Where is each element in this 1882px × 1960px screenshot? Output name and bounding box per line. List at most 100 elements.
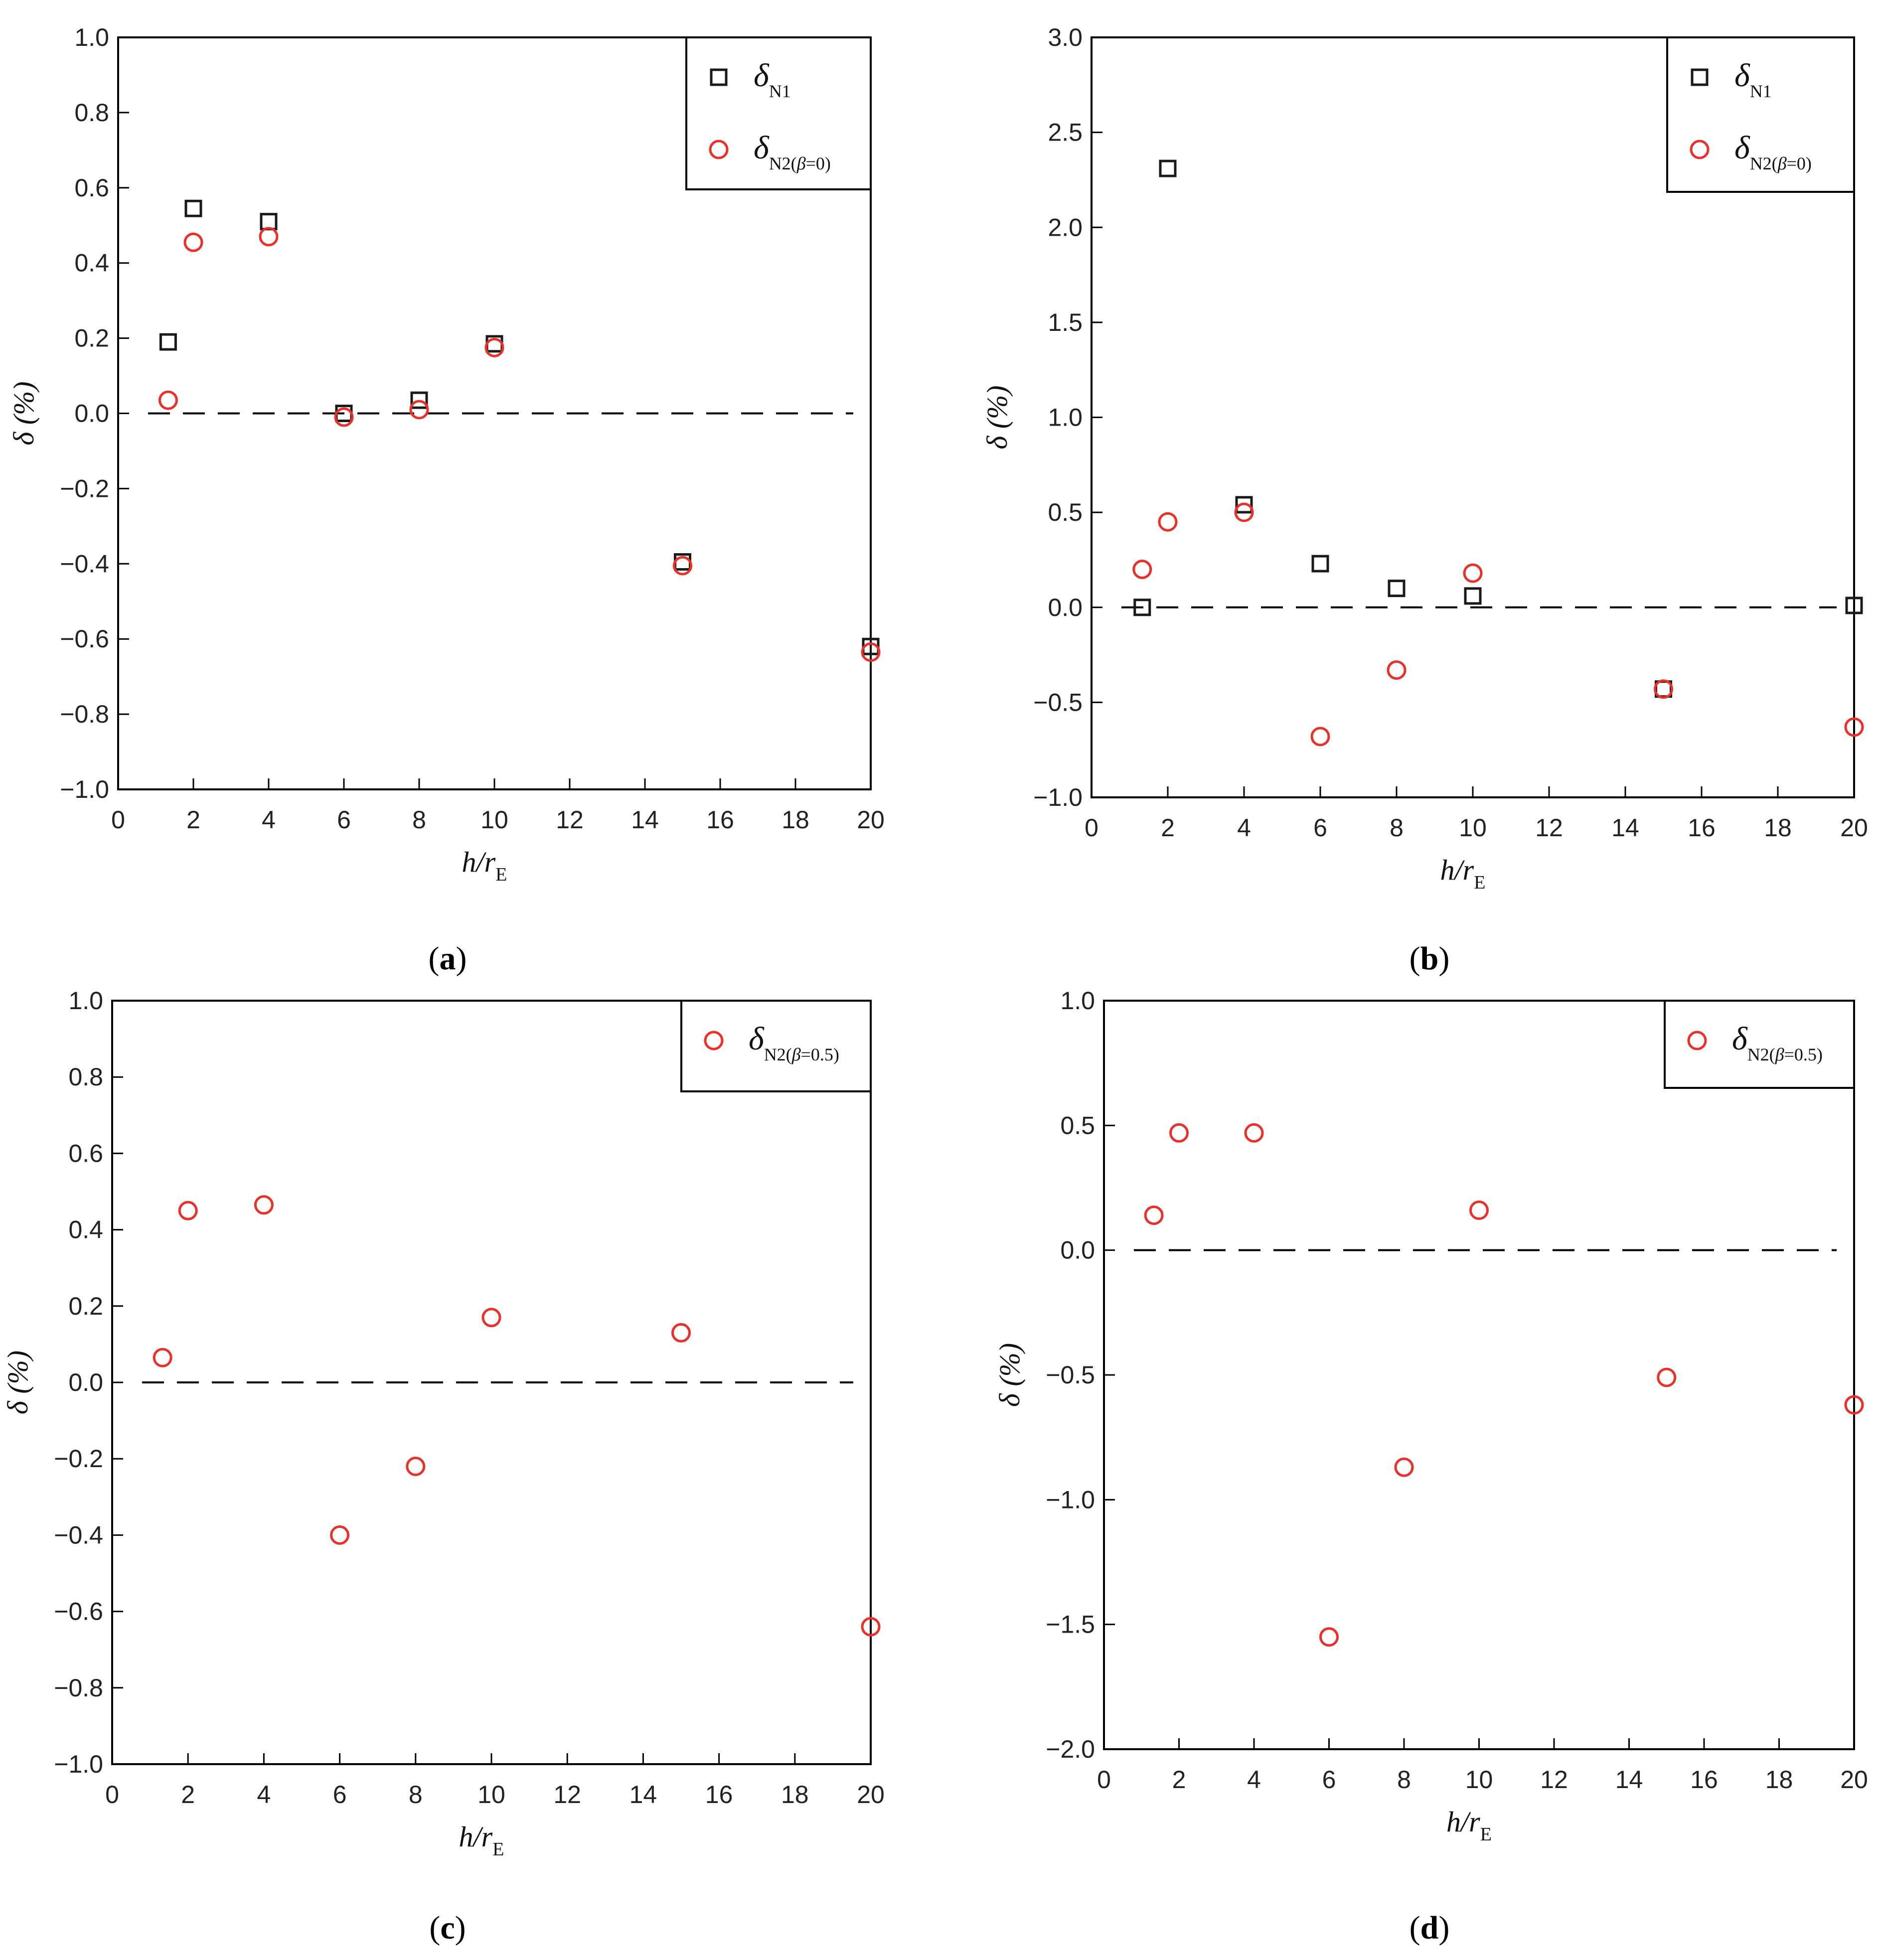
data-point-circle: [1654, 679, 1673, 699]
x-axis-title-main: h/r: [1440, 854, 1474, 886]
data-point-circle: [1394, 1457, 1414, 1477]
caption-open: (: [1410, 940, 1420, 977]
y-tick-label: −0.2: [54, 1445, 103, 1473]
x-tick-label: 16: [1690, 1766, 1718, 1794]
x-axis-title: h/rE: [1440, 854, 1486, 893]
legend-label: δN2(β=0): [754, 130, 831, 173]
legend: δN2(β=0.5): [680, 1000, 872, 1092]
x-axis-title-sub: E: [1474, 872, 1485, 893]
caption-letter: d: [1420, 1910, 1439, 1946]
legend-label-sub-end: =0.5): [801, 1045, 839, 1064]
y-tick-label: −0.5: [1046, 1361, 1095, 1389]
data-point-square: [1159, 159, 1177, 177]
panel-b: 0 2 4 6 8 10 12 14 16 18 20 −1.0 −0.5 0.0 0.5 1.0 1.5 2.0…: [981, 23, 1868, 977]
legend-label-sub: N2(: [764, 1045, 792, 1064]
x-tick-label: 10: [1459, 814, 1487, 842]
y-tick-label: 3.0: [1048, 23, 1083, 51]
y-tick-label: 0.4: [74, 249, 109, 277]
y-tick-label: −0.4: [60, 550, 109, 578]
y-axis-title: δ (%): [1, 1351, 34, 1414]
legend-label-sub-greek: β: [796, 153, 806, 173]
data-point-circle: [183, 232, 203, 252]
data-point-circle: [671, 1323, 691, 1343]
y-tick-label: 0.4: [68, 1216, 103, 1244]
x-tick-label: 14: [1611, 814, 1639, 842]
x-tick-label: 16: [706, 806, 734, 834]
legend-marker-square: [1691, 68, 1709, 86]
caption-open: (: [1410, 1910, 1420, 1946]
data-point-circle: [484, 337, 504, 357]
y-tick-label: −1.0: [54, 1750, 103, 1778]
data-point-circle: [254, 1195, 274, 1215]
legend-box: [680, 1000, 872, 1092]
y-axis-title: δ (%): [993, 1343, 1026, 1407]
legend-label-sub: N2(: [769, 153, 797, 173]
legend-label-sub-end: =0): [806, 153, 831, 173]
x-axis-title: h/rE: [462, 846, 507, 885]
data-point-circle: [153, 1348, 172, 1367]
x-tick-label: 4: [1247, 1766, 1261, 1794]
legend-box: [1664, 1000, 1855, 1089]
x-tick-label: 0: [111, 806, 125, 834]
legend-label: δN1: [754, 57, 791, 101]
caption-close: ): [1438, 1910, 1449, 1946]
y-tick-label: 0.5: [1048, 498, 1083, 526]
legend-label-main: δ: [1734, 57, 1750, 94]
caption-letter: a: [440, 940, 456, 977]
data-point-circle: [1169, 1123, 1189, 1143]
data-point-square: [1133, 599, 1151, 616]
data-point-circle: [259, 227, 279, 247]
x-axis-title: h/rE: [1446, 1806, 1492, 1845]
legend-label: δN2(β=0.5): [1732, 1021, 1823, 1064]
x-tick-label: 18: [1764, 814, 1792, 842]
legend-label: δN2(β=0.5): [749, 1021, 839, 1064]
x-axis-title-main: h/r: [459, 1820, 493, 1853]
panel-d: 0 2 4 6 8 10 12 14 16 18 20 −2.0 −1.5 −1.0 −0.5 0.0 0.5 1…: [993, 987, 1868, 1946]
x-tick-label: 2: [1161, 814, 1175, 842]
y-tick-label: −1.0: [1033, 783, 1083, 811]
y-tick-label: 0.6: [68, 1139, 103, 1167]
y-tick-label: −0.8: [54, 1674, 103, 1702]
y-tick-label: −2.0: [1046, 1735, 1095, 1763]
x-tick-label: 20: [857, 806, 885, 834]
legend-label-main: δ: [1732, 1021, 1748, 1057]
y-tick-label: 0.8: [74, 99, 109, 127]
y-tick-label: 2.0: [1048, 213, 1083, 241]
x-axis-title: h/rE: [459, 1820, 504, 1860]
data-point-circle: [1234, 502, 1254, 522]
data-point-square: [260, 213, 278, 231]
data-point-circle: [158, 390, 178, 410]
data-point-circle: [1387, 660, 1407, 680]
x-tick-label: 2: [186, 806, 200, 834]
x-tick-label: 4: [1237, 814, 1251, 842]
x-tick-label: 20: [1840, 814, 1868, 842]
data-point-square: [1235, 496, 1253, 514]
data-point-circle: [178, 1201, 198, 1220]
caption-letter: c: [440, 1910, 455, 1946]
legend-marker-circle: [1690, 140, 1710, 159]
caption-close: ): [1438, 940, 1449, 977]
legend-label-sub-end: =0): [1787, 153, 1812, 173]
x-tick-label: 14: [629, 1781, 657, 1809]
data-point-circle: [334, 407, 354, 427]
caption-letter: b: [1420, 940, 1439, 977]
x-tick-label: 12: [553, 1781, 581, 1809]
legend-label-sub-end: =0.5): [1784, 1045, 1823, 1064]
legend-label-sub-greek: β: [791, 1045, 801, 1064]
legend: δN2(β=0.5): [1664, 1000, 1855, 1089]
legend-marker-circle: [1687, 1031, 1707, 1051]
y-tick-label: 0.0: [74, 400, 109, 428]
caption-close: ): [455, 1910, 466, 1946]
data-point-square: [184, 199, 202, 217]
data-point-circle: [861, 642, 881, 662]
data-point-circle: [861, 1617, 881, 1637]
y-tick-label: 0.6: [74, 174, 109, 202]
x-axis-title-main: h/r: [462, 846, 496, 878]
x-tick-label: 16: [705, 1781, 733, 1809]
y-tick-label: 1.0: [68, 987, 103, 1015]
y-tick-label: −0.2: [60, 474, 109, 502]
x-tick-label: 4: [262, 806, 276, 834]
x-tick-label: 20: [857, 1781, 885, 1809]
panel-caption: (c): [429, 1910, 466, 1946]
